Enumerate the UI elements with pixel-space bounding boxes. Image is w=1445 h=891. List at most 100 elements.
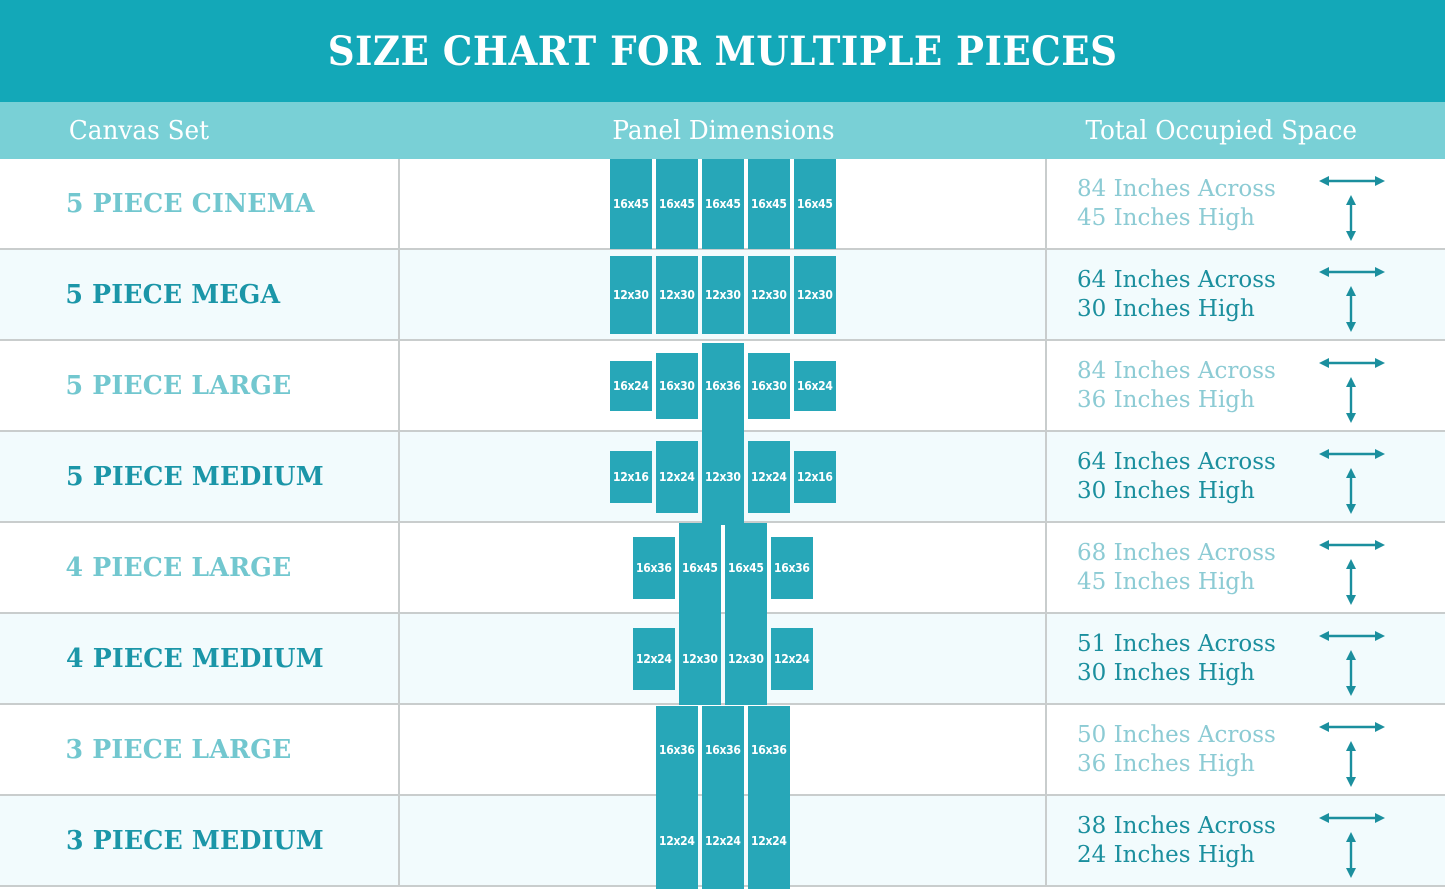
panel-group: 16x45 16x45 16x45 16x45 16x45 — [610, 158, 836, 249]
page-title: SIZE CHART FOR MULTIPLE PIECES — [327, 27, 1118, 75]
total-across-label: 50 Inches Across — [1077, 722, 1276, 749]
panel-size-label: 12x24 — [659, 469, 695, 484]
canvas-set-label: 3 PIECE LARGE — [65, 734, 292, 765]
canvas-panel: 12x24 — [771, 627, 813, 690]
canvas-set-cell: 4 PIECE MEDIUM — [0, 614, 400, 703]
canvas-panel: 12x30 — [610, 255, 652, 334]
canvas-panel: 16x24 — [794, 360, 836, 411]
canvas-set-label: 4 PIECE MEDIUM — [65, 643, 324, 674]
canvas-panel: 16x24 — [610, 360, 652, 411]
panel-size-label: 16x45 — [613, 196, 649, 211]
panel-dimensions-cell: 12x16 12x24 12x30 12x24 12x16 — [400, 428, 1047, 525]
canvas-panel: 16x45 — [679, 522, 721, 613]
total-high-label: 24 Inches High — [1077, 841, 1255, 868]
canvas-panel: 12x24 — [633, 627, 675, 690]
horizontal-arrow-icon — [1319, 264, 1385, 280]
panel-size-label: 12x24 — [774, 651, 810, 666]
panel-size-label: 16x36 — [705, 742, 741, 757]
chart-rows: 5 PIECE CINEMA 16x45 16x45 16x45 16x45 16x45 8… — [0, 158, 1445, 889]
total-high-label: 36 Inches High — [1077, 750, 1255, 777]
panel-size-label: 12x30 — [705, 469, 741, 484]
dimension-arrows — [1319, 444, 1397, 514]
canvas-set-cell: 5 PIECE MEGA — [0, 250, 400, 339]
canvas-set-cell: 5 PIECE LARGE — [0, 341, 400, 430]
dimension-arrows — [1319, 262, 1397, 332]
canvas-panel: 12x30 — [748, 255, 790, 334]
total-dimensions-text: 51 Inches Across 30 Inches High — [1077, 630, 1276, 686]
panel-group: 16x24 16x30 16x36 16x30 16x24 — [610, 342, 836, 429]
table-row: 5 PIECE MEGA 12x30 12x30 12x30 12x30 12x30 64 … — [0, 250, 1445, 341]
total-across-label: 38 Inches Across — [1077, 813, 1276, 840]
panel-size-label: 16x45 — [728, 560, 764, 575]
canvas-panel: 16x30 — [748, 352, 790, 419]
table-row: 5 PIECE CINEMA 16x45 16x45 16x45 16x45 16x45 8… — [0, 158, 1445, 250]
horizontal-arrow-icon — [1319, 537, 1385, 553]
total-high-label: 30 Inches High — [1077, 295, 1255, 322]
total-across-label: 84 Inches Across — [1077, 358, 1276, 385]
canvas-panel: 12x24 — [748, 792, 790, 889]
panel-size-label: 12x30 — [751, 287, 787, 302]
table-row: 4 PIECE LARGE 16x36 16x45 16x45 16x36 68 Inch… — [0, 522, 1445, 614]
total-across-label: 51 Inches Across — [1077, 631, 1276, 658]
panel-dimensions-cell: 16x45 16x45 16x45 16x45 16x45 — [400, 158, 1047, 249]
panel-group: 12x24 12x30 12x30 12x24 — [633, 612, 813, 705]
panel-group: 12x16 12x24 12x30 12x24 12x16 — [610, 428, 836, 525]
horizontal-arrow-icon — [1319, 446, 1385, 462]
canvas-panel: 16x36 — [633, 536, 675, 599]
canvas-set-label: 5 PIECE MEDIUM — [65, 461, 324, 492]
total-occupied-space-cell: 84 Inches Across 45 Inches High — [1047, 159, 1445, 248]
horizontal-arrow-icon — [1319, 810, 1385, 826]
total-occupied-space-cell: 50 Inches Across 36 Inches High — [1047, 705, 1445, 794]
table-row: 5 PIECE LARGE 16x24 16x30 16x36 16x30 16x24 84… — [0, 341, 1445, 432]
panel-size-label: 16x45 — [751, 196, 787, 211]
total-dimensions-text: 38 Inches Across 24 Inches High — [1077, 812, 1276, 868]
panel-size-label: 16x30 — [659, 378, 695, 393]
panel-dimensions-cell: 16x36 16x36 16x36 — [400, 705, 1047, 794]
total-occupied-space-cell: 84 Inches Across 36 Inches High — [1047, 341, 1445, 430]
panel-size-label: 12x30 — [728, 651, 764, 666]
canvas-panel: 12x24 — [702, 792, 744, 889]
canvas-set-cell: 4 PIECE LARGE — [0, 523, 400, 612]
canvas-set-label: 3 PIECE MEDIUM — [65, 825, 324, 856]
canvas-set-label: 5 PIECE CINEMA — [65, 188, 315, 219]
table-row: 5 PIECE MEDIUM 12x16 12x24 12x30 12x24 12x16 6… — [0, 428, 1445, 525]
total-high-label: 30 Inches High — [1077, 477, 1255, 504]
canvas-set-label: 4 PIECE LARGE — [65, 552, 292, 583]
column-header-canvas-set: Canvas Set — [68, 115, 210, 146]
panel-dimensions-cell: 12x30 12x30 12x30 12x30 12x30 — [400, 250, 1047, 339]
canvas-panel: 16x30 — [656, 352, 698, 419]
column-header-panel-dimensions: Panel Dimensions — [612, 115, 835, 146]
table-row: 3 PIECE LARGE 16x36 16x36 16x36 50 Inches Ac… — [0, 705, 1445, 796]
total-dimensions-text: 64 Inches Across 30 Inches High — [1077, 266, 1276, 322]
dimension-arrows — [1319, 171, 1397, 241]
total-high-label: 36 Inches High — [1077, 386, 1255, 413]
canvas-panel: 16x36 — [702, 705, 744, 794]
total-across-label: 64 Inches Across — [1077, 449, 1276, 476]
panel-size-label: 16x36 — [659, 742, 695, 757]
panel-size-label: 12x24 — [751, 833, 787, 848]
canvas-panel: 16x36 — [702, 342, 744, 429]
canvas-panel: 12x24 — [656, 440, 698, 513]
canvas-set-cell: 3 PIECE MEDIUM — [0, 796, 400, 885]
canvas-panel: 12x30 — [794, 255, 836, 334]
total-occupied-space-cell: 68 Inches Across 45 Inches High — [1047, 523, 1445, 612]
canvas-set-cell: 5 PIECE CINEMA — [0, 159, 400, 248]
total-occupied-space-cell: 38 Inches Across 24 Inches High — [1047, 796, 1445, 885]
total-high-label: 45 Inches High — [1077, 204, 1255, 231]
dimension-arrows — [1319, 808, 1397, 878]
panel-group: 12x24 12x24 12x24 — [656, 792, 790, 889]
panel-size-label: 16x24 — [613, 378, 649, 393]
total-high-label: 45 Inches High — [1077, 568, 1255, 595]
panel-size-label: 16x45 — [682, 560, 718, 575]
panel-size-label: 16x45 — [659, 196, 695, 211]
horizontal-arrow-icon — [1319, 355, 1385, 371]
panel-dimensions-cell: 12x24 12x24 12x24 — [400, 792, 1047, 889]
dimension-arrows — [1319, 353, 1397, 423]
total-occupied-space-cell: 64 Inches Across 30 Inches High — [1047, 432, 1445, 521]
panel-size-label: 12x30 — [682, 651, 718, 666]
panel-size-label: 16x36 — [751, 742, 787, 757]
canvas-set-label: 5 PIECE LARGE — [65, 370, 292, 401]
total-occupied-space-cell: 64 Inches Across 30 Inches High — [1047, 250, 1445, 339]
panel-size-label: 12x24 — [636, 651, 672, 666]
total-across-label: 68 Inches Across — [1077, 540, 1276, 567]
